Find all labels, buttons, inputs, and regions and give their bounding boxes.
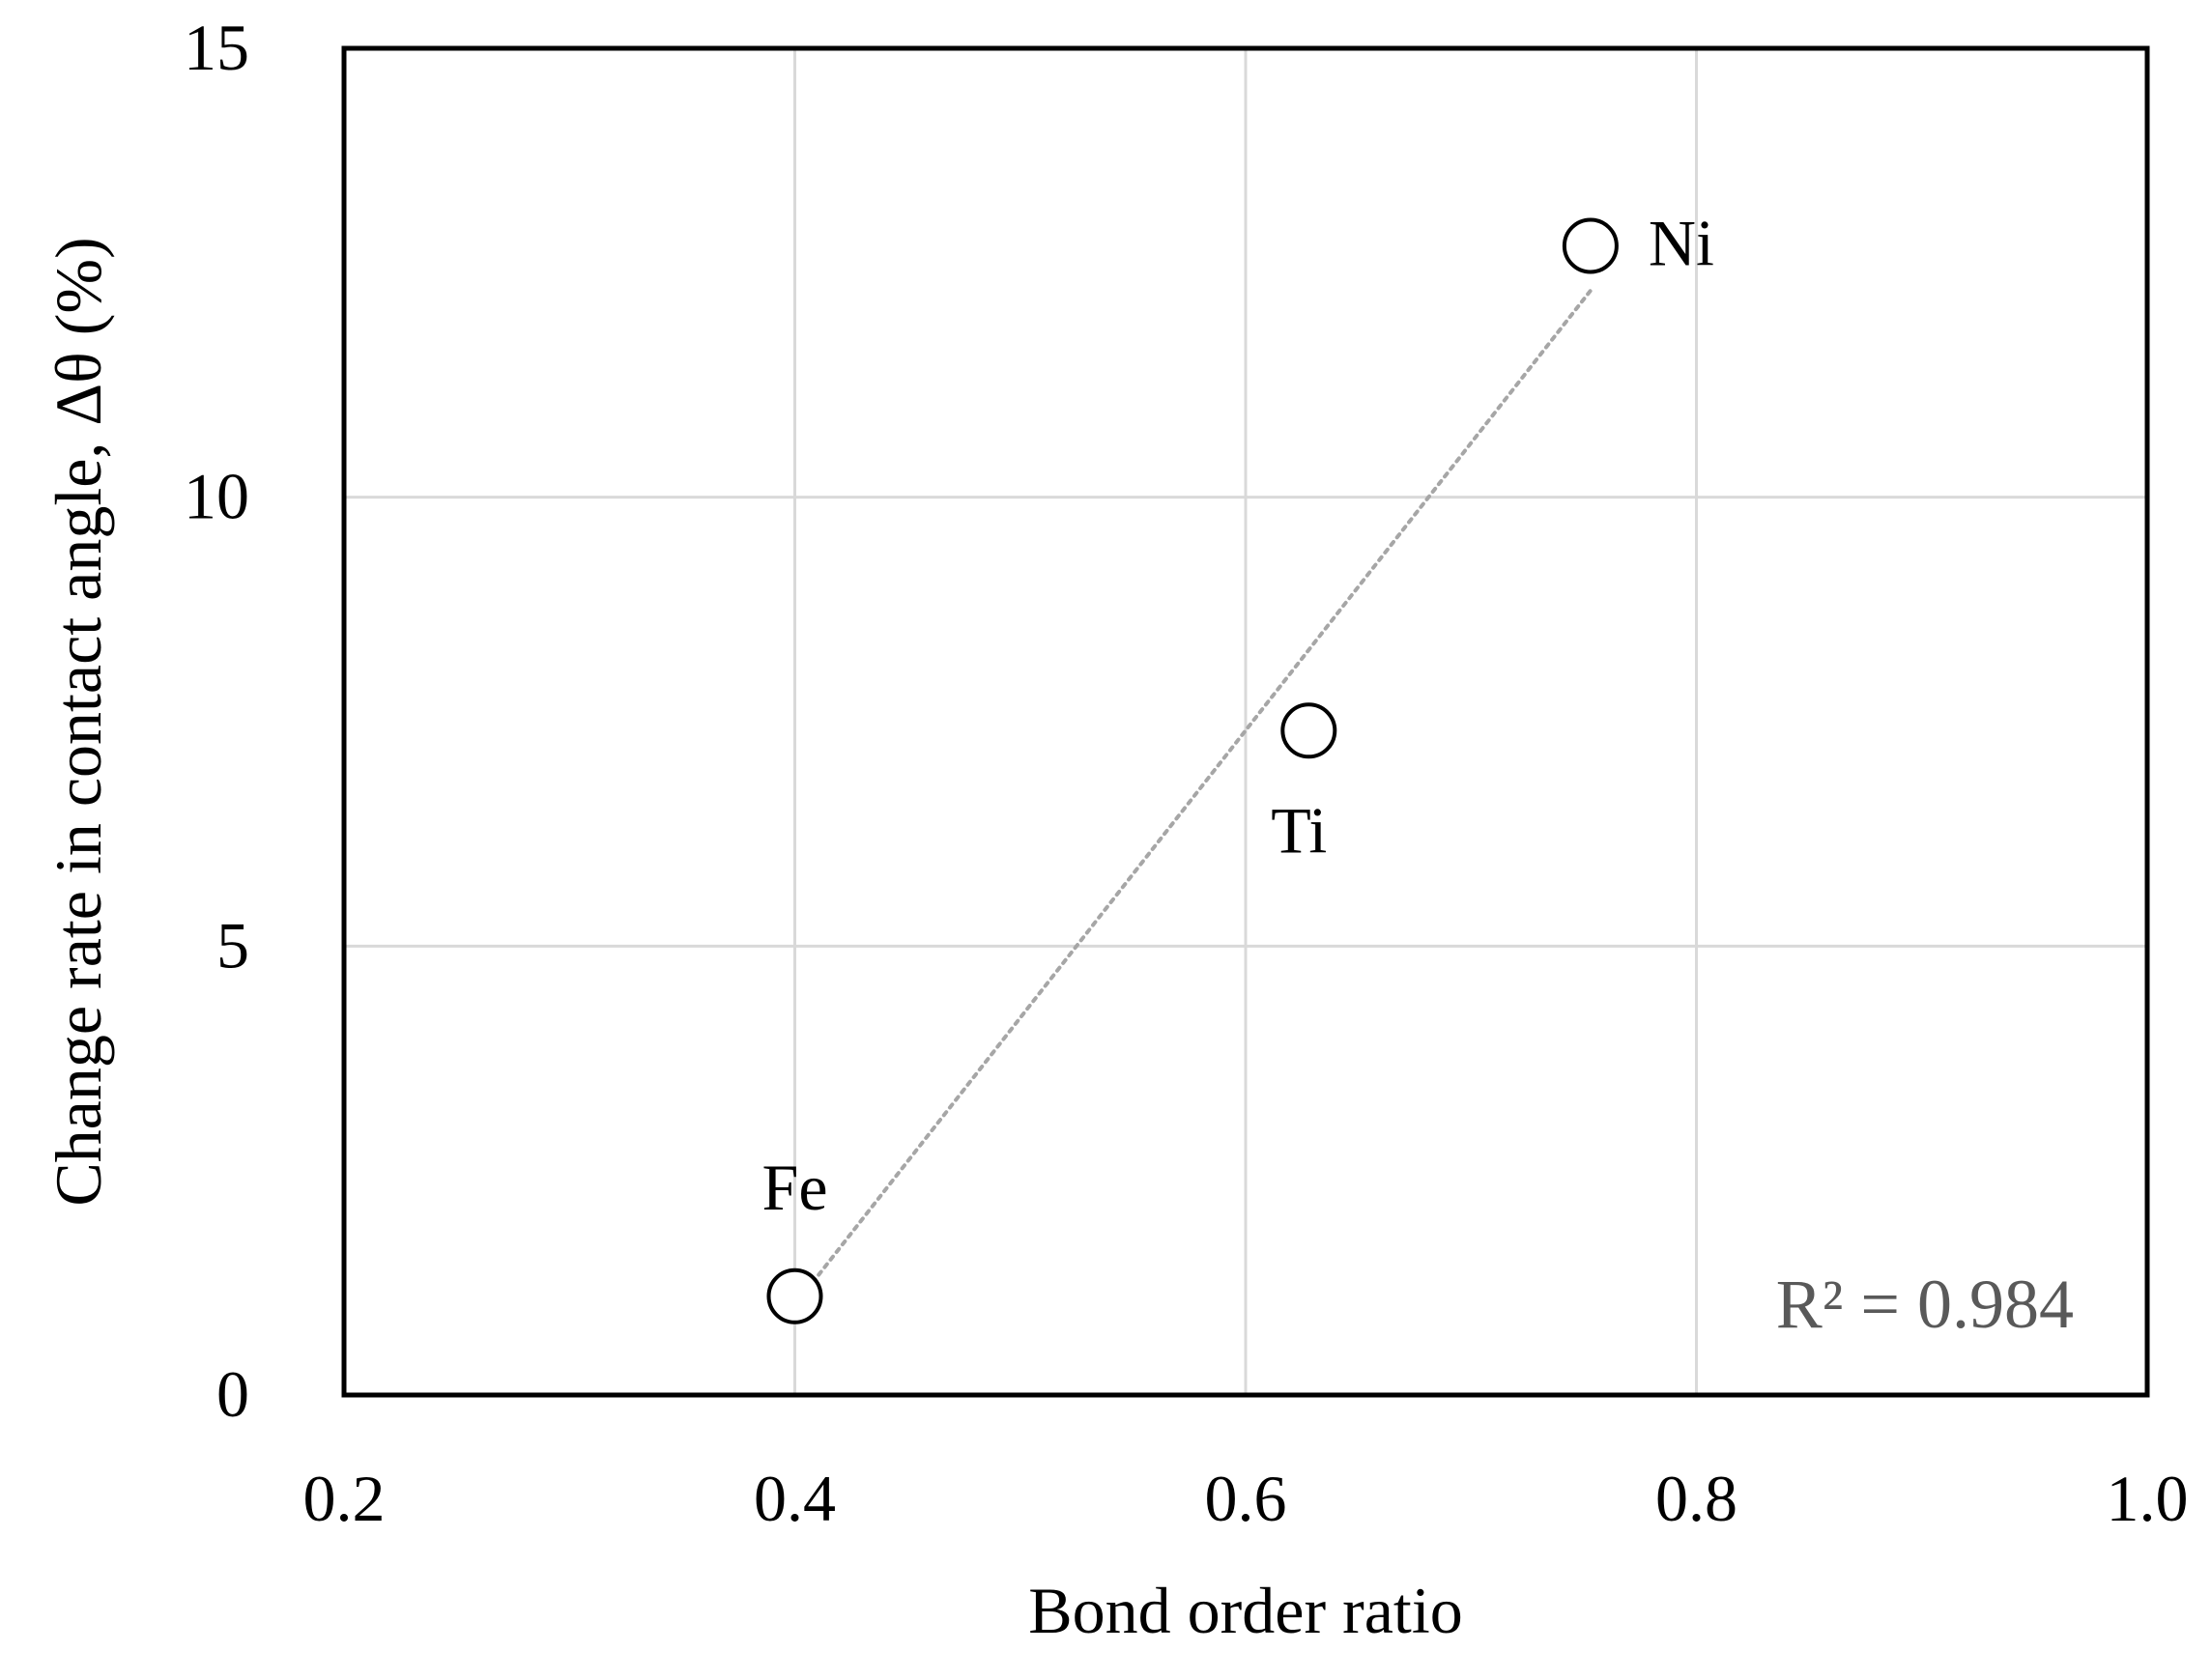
r-squared-annotation: R² = 0.984 [1776,1266,2074,1343]
data-point-fe [766,1267,823,1324]
x-tick-label-4: 1.0 [2107,1462,2189,1535]
y-tick-label-3: 15 [184,11,249,84]
y-tick-label-1: 5 [216,908,249,982]
grid-lines [344,48,2147,1395]
x-tick-label-1: 0.4 [754,1462,836,1535]
y-tick-label-0: 0 [216,1357,249,1431]
data-point-ti [1280,702,1337,759]
x-axis-label: Bond order ratio [1028,1574,1462,1647]
data-point-ni [1562,217,1619,274]
y-axis-label: Change rate in contact angle, Δθ (%) [42,237,115,1206]
y-tick-label-2: 10 [184,460,249,533]
x-tick-label-0: 0.2 [303,1462,386,1535]
trendline [792,288,1593,1308]
y-tick-labels: 0 5 10 15 [184,11,249,1431]
plot-frame [341,45,2150,1398]
x-tick-label-2: 0.6 [1205,1462,1287,1535]
point-label-ni: Ni [1649,206,1714,279]
x-tick-label-3: 0.8 [1655,1462,1737,1535]
point-label-ti: Ti [1271,793,1327,867]
point-label-fe: Fe [762,1151,828,1224]
data-points: Fe Ti Ni [762,206,1714,1324]
x-tick-labels: 0.2 0.4 0.6 0.8 1.0 [303,1462,2189,1535]
